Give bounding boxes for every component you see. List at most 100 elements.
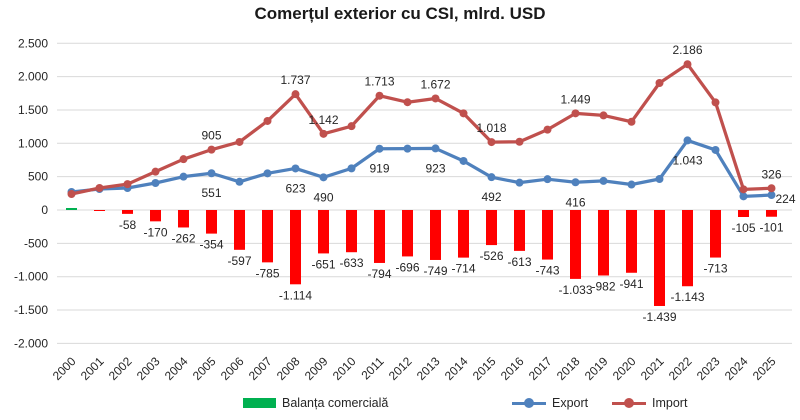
bar-balance-2020[interactable] <box>626 210 637 273</box>
import-point-2022[interactable] <box>683 60 692 69</box>
export-point-2006[interactable] <box>235 177 244 186</box>
import-point-2015[interactable] <box>487 138 496 147</box>
export-point-2013[interactable] <box>431 144 440 153</box>
export-point-2008[interactable] <box>291 164 300 173</box>
import-point-2023[interactable] <box>711 98 720 107</box>
import-point-2008[interactable] <box>291 90 300 99</box>
export-point-2018[interactable] <box>571 178 580 187</box>
data-label-export-2013: 923 <box>425 161 445 175</box>
import-point-2004[interactable] <box>179 155 188 164</box>
import-point-2024[interactable] <box>739 185 748 194</box>
bar-balance-2014[interactable] <box>458 210 469 258</box>
export-point-2016[interactable] <box>515 178 524 187</box>
import-point-2012[interactable] <box>403 98 412 107</box>
export-point-2023[interactable] <box>711 145 720 154</box>
import-point-2017[interactable] <box>543 125 552 134</box>
bar-label-2015: -526 <box>479 249 503 263</box>
bar-balance-2003[interactable] <box>150 210 161 222</box>
import-point-2006[interactable] <box>235 137 244 146</box>
import-point-2016[interactable] <box>515 137 524 146</box>
import-point-2001[interactable] <box>95 183 104 192</box>
import-point-2021[interactable] <box>655 79 664 88</box>
import-point-2014[interactable] <box>459 109 468 118</box>
y-tick-label: 2.000 <box>18 70 48 84</box>
y-tick-label: -2.000 <box>14 336 48 350</box>
export-point-2019[interactable] <box>599 176 608 185</box>
import-point-2025[interactable] <box>767 184 776 193</box>
x-tick-label: 2011 <box>358 354 386 382</box>
x-tick-label: 2020 <box>610 354 639 383</box>
bar-balance-2012[interactable] <box>402 210 413 257</box>
import-point-2009[interactable] <box>319 129 328 138</box>
bar-balance-2016[interactable] <box>514 210 525 251</box>
bar-balance-2022[interactable] <box>682 210 693 287</box>
export-point-2015[interactable] <box>487 173 496 182</box>
export-point-2017[interactable] <box>543 175 552 184</box>
export-line[interactable] <box>69 138 774 198</box>
export-point-2009[interactable] <box>319 173 328 182</box>
bar-label-2010: -633 <box>339 256 363 270</box>
bar-balance-2015[interactable] <box>486 210 497 246</box>
bar-balance-2001[interactable] <box>94 210 105 212</box>
bar-balance-2002[interactable] <box>122 210 133 214</box>
bar-label-2012: -696 <box>395 260 419 274</box>
export-point-2011[interactable] <box>375 144 384 153</box>
export-point-2005[interactable] <box>207 169 216 178</box>
bar-balance-2019[interactable] <box>598 210 609 276</box>
import-point-2003[interactable] <box>151 167 160 176</box>
bar-label-2011: -794 <box>367 267 391 281</box>
import-line[interactable] <box>69 62 774 196</box>
bar-balance-2017[interactable] <box>542 210 553 260</box>
bar-balance-2018[interactable] <box>570 210 581 279</box>
export-point-2010[interactable] <box>347 164 356 173</box>
data-label-export-2015: 492 <box>481 190 501 204</box>
bar-label-2006: -597 <box>227 254 251 268</box>
x-tick-label: 2004 <box>162 354 191 383</box>
x-tick-label: 2016 <box>498 354 527 383</box>
import-point-2007[interactable] <box>263 116 272 125</box>
legend-item-balance[interactable]: Balanța comercială <box>243 396 388 410</box>
import-point-2020[interactable] <box>627 117 636 126</box>
import-point-2002[interactable] <box>123 180 132 189</box>
import-point-2005[interactable] <box>207 145 216 154</box>
bar-balance-2008[interactable] <box>290 210 301 285</box>
bar-balance-2005[interactable] <box>206 210 217 234</box>
import-point-2011[interactable] <box>375 91 384 100</box>
export-point-2022[interactable] <box>683 136 692 145</box>
export-point-2014[interactable] <box>459 156 468 165</box>
bar-balance-2006[interactable] <box>234 210 245 250</box>
data-label-export-2022: 1.043 <box>672 153 702 167</box>
import-point-2000[interactable] <box>67 189 76 198</box>
export-point-2007[interactable] <box>263 169 272 178</box>
x-tick-label: 2017 <box>526 354 555 383</box>
bar-balance-2004[interactable] <box>178 210 189 228</box>
bar-label-2005: -354 <box>199 238 223 252</box>
bar-balance-2023[interactable] <box>710 210 721 258</box>
export-point-2020[interactable] <box>627 180 636 189</box>
export-point-2025[interactable] <box>767 191 776 200</box>
import-point-2010[interactable] <box>347 122 356 131</box>
bar-balance-2011[interactable] <box>374 210 385 263</box>
bar-balance-2024[interactable] <box>738 210 749 218</box>
legend-item-export[interactable]: Export <box>512 396 588 410</box>
bar-balance-2010[interactable] <box>346 210 357 253</box>
import-point-2018[interactable] <box>571 109 580 118</box>
bar-balance-2021[interactable] <box>654 210 665 306</box>
x-tick-label: 2014 <box>442 354 471 383</box>
legend-item-import[interactable]: Import <box>612 396 687 410</box>
export-point-2003[interactable] <box>151 178 160 187</box>
bar-balance-2000[interactable] <box>66 207 77 210</box>
bar-balance-2013[interactable] <box>430 210 441 260</box>
bar-balance-2009[interactable] <box>318 210 329 254</box>
import-point-2019[interactable] <box>599 111 608 120</box>
export-point-2024[interactable] <box>739 192 748 201</box>
x-tick-label: 2021 <box>638 354 667 383</box>
export-point-2012[interactable] <box>403 144 412 153</box>
bar-balance-2007[interactable] <box>262 210 273 263</box>
export-point-2021[interactable] <box>655 174 664 183</box>
import-point-2013[interactable] <box>431 94 440 103</box>
export-point-2004[interactable] <box>179 172 188 181</box>
bar-balance-2025[interactable] <box>766 210 777 217</box>
